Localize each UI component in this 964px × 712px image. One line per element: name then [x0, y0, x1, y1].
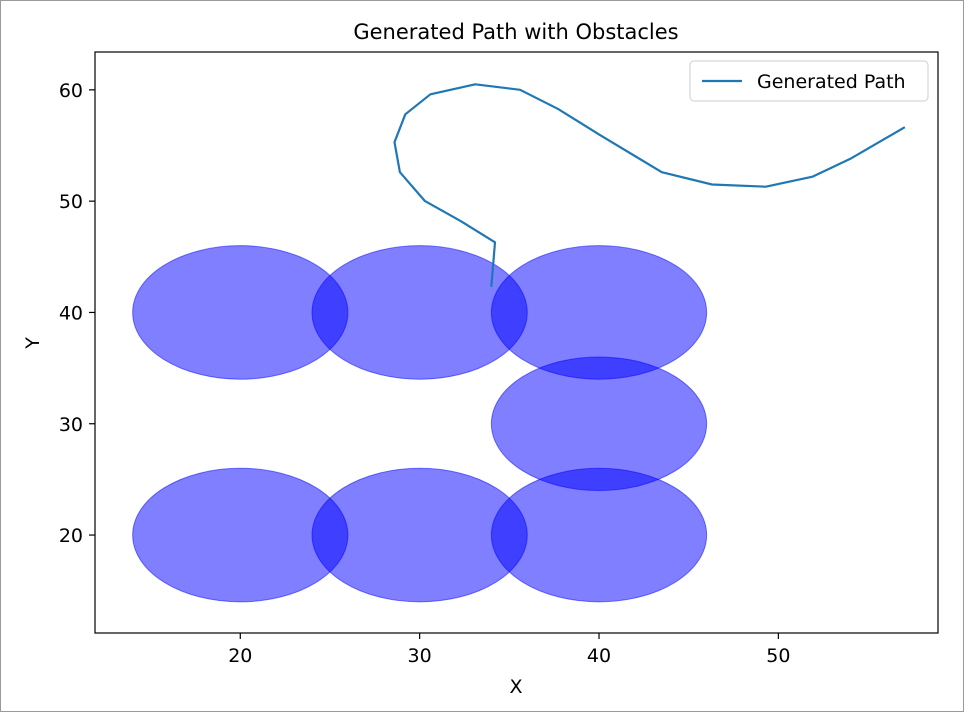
y-axis-label: Y	[22, 337, 44, 350]
obstacle-7	[490, 467, 708, 603]
legend: Generated Path	[689, 60, 929, 102]
x-axis-label: X	[509, 676, 522, 698]
y-tick-label-60: 60	[59, 80, 83, 102]
legend-entry-generated-path: Generated Path	[757, 71, 906, 93]
x-tick-label-20: 20	[228, 645, 252, 667]
y-tick-label-50: 50	[59, 191, 83, 213]
x-tick-label-40: 40	[587, 645, 611, 667]
x-tick-label-50: 50	[766, 645, 790, 667]
x-tick-label-30: 30	[408, 645, 432, 667]
legend-box	[689, 60, 929, 102]
y-tick-label-40: 40	[59, 302, 83, 324]
path-layer	[393, 83, 906, 287]
axes-layer: 20 30 40 50 20 30 40 50 60	[59, 51, 939, 667]
plot-frame	[94, 51, 939, 634]
obstacles-layer	[132, 245, 708, 603]
chart-title: Generated Path with Obstacles	[353, 20, 678, 44]
y-tick-label-20: 20	[59, 525, 83, 547]
y-tick-label-30: 30	[59, 414, 83, 436]
series-line-generated-path	[393, 83, 906, 287]
